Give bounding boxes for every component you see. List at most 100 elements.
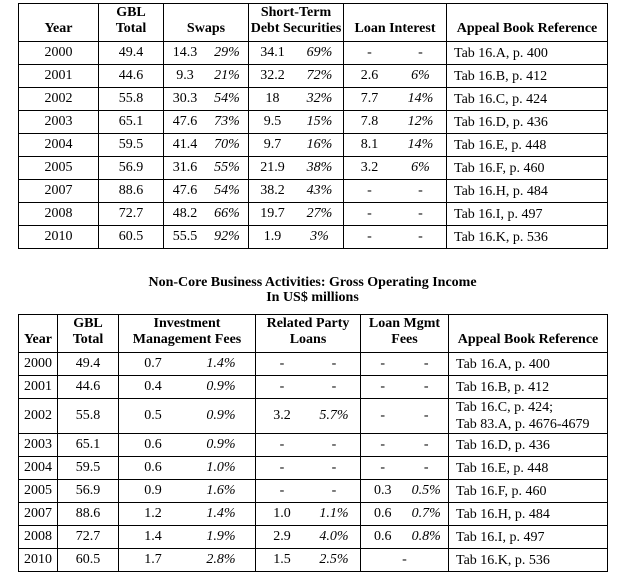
cell-reference: Tab 16.F, p. 460	[446, 156, 608, 180]
cell-value: 30.3	[172, 91, 198, 106]
cell-year: 2007	[18, 502, 58, 526]
pair-values: 2.6 6%	[345, 68, 446, 84]
cell-gbl-total: 56.9	[98, 156, 164, 180]
cell-year: 2003	[18, 110, 99, 134]
cell-percent: 14%	[407, 137, 434, 152]
cell-value: -	[279, 379, 285, 394]
cell-year: 2010	[18, 548, 58, 572]
cell-percent: 29%	[214, 45, 240, 60]
pair-values: 3.2 6%	[345, 160, 446, 176]
cell-value: 2.6	[360, 68, 379, 83]
cell-year: 2000	[18, 352, 58, 376]
pair-values: --	[345, 229, 446, 245]
pair-values: 19.7 27%	[250, 206, 343, 222]
cell-reference: Tab 16.K, p. 536	[448, 548, 608, 572]
cell-value: 47.6	[172, 114, 198, 129]
cell-investment-management-fees: 1.2 1.4%	[118, 502, 256, 526]
pair-values: 1.5 2.5%	[257, 552, 360, 568]
pair-values: 31.6 55%	[165, 160, 248, 176]
cell-investment-management-fees: 1.4 1.9%	[118, 525, 256, 549]
cell-loan-interest: 3.2 6%	[343, 156, 447, 180]
cell-percent: 6%	[411, 160, 430, 175]
cell-gbl-total: 59.5	[57, 456, 119, 480]
pair-values: 8.1 14%	[345, 137, 446, 153]
cell-related-party-loans: --	[255, 479, 361, 503]
cell-short-term-debt-securities: 9.5 15%	[248, 110, 344, 134]
cell-value: 41.4	[172, 137, 198, 152]
cell-swaps: 9.3 21%	[163, 64, 249, 88]
cell-related-party-loans: 2.9 4.0%	[255, 525, 361, 549]
table-row-2008: 2008 72.7 1.4 1.9% 2.9 4.0% 0.6 0.8% Tab 16.I, p…	[18, 525, 608, 549]
cell-value: 9.5	[263, 114, 282, 129]
cell-percent: 5.7%	[319, 408, 349, 423]
table-row-2001: 2001 44.6 9.3 21% 32.2 72% 2.6 6% Tab 16.B, p. 4…	[18, 64, 608, 88]
cell-short-term-debt-securities: 1.9 3%	[248, 225, 344, 249]
cell-percent: -	[418, 229, 423, 244]
cell-swaps: 31.6 55%	[163, 156, 249, 180]
cell-percent: -	[331, 437, 337, 452]
cell-year: 2002	[18, 398, 58, 434]
cell-percent: -	[418, 183, 423, 198]
cell-gbl-total: 72.7	[98, 202, 164, 226]
cell-investment-management-fees: 0.7 1.4%	[118, 352, 256, 376]
cell-percent: 0.9%	[206, 437, 236, 452]
cell-gbl-total: 59.5	[98, 133, 164, 157]
cell-loan-interest: --	[343, 41, 447, 65]
cell-value: 32.2	[260, 68, 285, 83]
cell-percent: 16%	[306, 137, 333, 152]
table-header: Year GBL Total Investment Management Fees Rel…	[18, 314, 608, 353]
cell-reference: Tab 16.E, p. 448	[448, 456, 608, 480]
cell-short-term-debt-securities: 38.2 43%	[248, 179, 344, 203]
pair-values: 47.6 73%	[165, 114, 248, 130]
cell-percent: 3%	[310, 229, 329, 244]
cell-value: 18	[265, 91, 280, 106]
cell-value: 1.4	[144, 529, 162, 544]
cell-value: -	[367, 229, 372, 244]
cell-year: 2005	[18, 156, 99, 180]
cell-loan-mgmt-fees: --	[360, 398, 449, 434]
cell-value: 7.8	[360, 114, 379, 129]
table-row-2000: 2000 49.4 14.3 29% 34.1 69% - - Tab 16.A, p. 400	[18, 41, 608, 65]
pair-values: 47.6 54%	[165, 183, 248, 199]
cell-gbl-total: 44.6	[57, 375, 119, 399]
cell-percent: 15%	[306, 114, 333, 129]
cell-percent: 72%	[306, 68, 333, 83]
pair-values: 48.2 66%	[165, 206, 248, 222]
cell-short-term-debt-securities: 21.9 38%	[248, 156, 344, 180]
cell-loan-mgmt-fees: --	[360, 433, 449, 457]
pair-values: --	[362, 379, 448, 395]
pair-values: --	[257, 379, 360, 395]
cell-value: 31.6	[172, 160, 198, 175]
pair-values: 7.8 12%	[345, 114, 446, 130]
cell-value: 1.5	[273, 552, 291, 567]
cell-loan-mgmt-fees: --	[360, 375, 449, 399]
pair-values: --	[345, 45, 446, 61]
cell-percent: -	[418, 45, 423, 60]
col-header-year: Year	[18, 3, 99, 42]
table-row-2005: 2005 56.9 0.9 1.6% - -0.3 0.5% Tab 16.F, p. 460	[18, 479, 608, 503]
cell-loan-interest: --	[343, 225, 447, 249]
col-header-gbl-total: GBL Total	[57, 314, 119, 353]
cell-value: -	[380, 379, 386, 394]
cell-reference: Tab 16.F, p. 460	[448, 479, 608, 503]
second-table-title-line1: Non-Core Business Activities: Gross Oper…	[148, 275, 477, 290]
cell-value: 7.7	[360, 91, 379, 106]
cell-value: 1.9	[263, 229, 282, 244]
cell-investment-management-fees: 0.4 0.9%	[118, 375, 256, 399]
cell-percent: 66%	[214, 206, 240, 221]
cell-gbl-total: 88.6	[98, 179, 164, 203]
cell-percent: 0.8%	[411, 529, 441, 544]
cell-value: 0.6	[374, 506, 392, 521]
cell-value: -	[380, 408, 386, 423]
col-header-loan-interest: Loan Interest	[343, 3, 447, 42]
table-row-2010: 2010 60.5 55.5 92% 1.9 3% - - Tab 16.K, p. 536	[18, 225, 608, 249]
cell-gbl-total: 60.5	[98, 225, 164, 249]
cell-reference: Tab 16.D, p. 436	[448, 433, 608, 457]
pair-values: 0.3 0.5%	[362, 483, 448, 499]
cell-percent: 1.4%	[206, 506, 236, 521]
cell-related-party-loans: 1.5 2.5%	[255, 548, 361, 572]
cell-value: -	[402, 552, 407, 567]
cell-value: -	[279, 460, 285, 475]
cell-percent: 32%	[306, 91, 333, 106]
